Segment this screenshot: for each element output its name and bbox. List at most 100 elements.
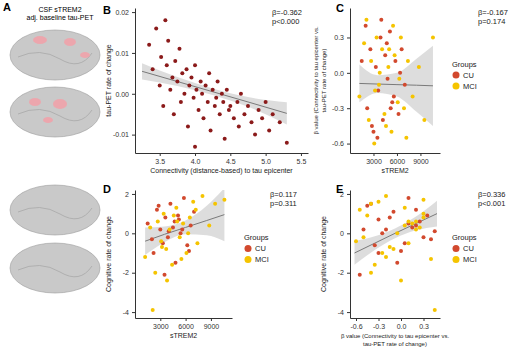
point: [385, 41, 389, 45]
point: [197, 108, 201, 112]
point: [173, 261, 177, 265]
point: [161, 104, 165, 108]
x-tick-label: 9000: [204, 323, 220, 330]
y-tick-mark: [132, 53, 135, 54]
x-tick: 3000: [366, 153, 382, 165]
point: [391, 24, 395, 28]
point: [393, 53, 397, 57]
y-tick-label: 0.02: [115, 9, 129, 16]
brain-sulcus: [18, 52, 92, 63]
y-tick-mark: [132, 94, 135, 95]
point: [193, 63, 197, 67]
x-tick-mark: [379, 318, 380, 321]
point: [194, 88, 198, 92]
point: [399, 279, 403, 283]
annotation: p<0.001: [478, 199, 505, 208]
point: [214, 96, 218, 100]
annotation: p<0.000: [272, 17, 299, 26]
point: [369, 271, 373, 275]
point: [182, 196, 186, 200]
point: [375, 136, 379, 140]
panel-label: D: [103, 183, 111, 195]
x-tick-mark: [211, 318, 212, 321]
x-tick-mark: [160, 318, 161, 321]
point: [358, 208, 362, 212]
point: [364, 24, 368, 28]
x-tick-label: 0.3: [419, 323, 429, 330]
point: [392, 94, 396, 98]
point: [235, 100, 239, 104]
legend-label: MCI: [255, 255, 269, 264]
y-tick-mark: [132, 233, 135, 234]
point: [365, 214, 369, 218]
point: [163, 216, 167, 220]
annotation: β=0.117: [270, 190, 297, 199]
point: [199, 80, 203, 84]
x-tick-label: 3.5: [155, 158, 165, 165]
point: [357, 94, 361, 98]
point: [431, 35, 435, 39]
point: [358, 273, 362, 277]
point: [371, 130, 375, 134]
point: [364, 18, 368, 22]
point: [187, 84, 191, 88]
y-tick-mark: [132, 312, 135, 313]
point: [163, 273, 167, 277]
point: [425, 214, 429, 218]
legend-title: Groups: [452, 233, 477, 242]
legend-label: CU: [255, 244, 266, 253]
point: [228, 104, 232, 108]
point: [369, 202, 373, 206]
point: [374, 65, 378, 69]
x-tick-mark: [266, 153, 267, 156]
x-tick: 4.5: [226, 153, 236, 165]
x-tick-label: 4.0: [191, 158, 201, 165]
x-axis-title: tau-PET rate of change): [363, 341, 427, 347]
point: [223, 137, 227, 141]
point: [185, 243, 189, 247]
point: [433, 308, 437, 312]
brain-sulcus: [18, 109, 92, 120]
point: [164, 247, 168, 251]
point: [375, 35, 379, 39]
point: [158, 84, 162, 88]
panel: 300060009000-0.6-0.30.00.3CsTREM2β value…: [313, 2, 508, 174]
point: [271, 112, 275, 116]
y-tick: -2: [338, 269, 350, 276]
point: [143, 255, 147, 259]
point: [191, 200, 195, 204]
x-tick: -0.6: [350, 318, 362, 330]
y-tick-label: -4: [338, 309, 344, 316]
confidence-band: [145, 190, 224, 255]
point: [170, 263, 174, 267]
point: [360, 59, 364, 63]
point: [381, 118, 385, 122]
legend-label: CU: [463, 244, 474, 253]
point: [379, 18, 383, 22]
x-tick-mark: [420, 153, 421, 156]
point: [152, 251, 156, 255]
point: [377, 218, 381, 222]
point: [411, 94, 415, 98]
x-axis: 300060009000: [136, 318, 233, 330]
point: [257, 108, 261, 112]
brain-surface: [10, 185, 100, 235]
brain-surface: [10, 30, 100, 80]
x-tick-label: 3000: [366, 158, 382, 165]
point: [211, 88, 215, 92]
x-tick: 6000: [178, 318, 194, 330]
y-tick: -2: [123, 269, 135, 276]
point: [384, 124, 388, 128]
point: [157, 204, 161, 208]
y-axis-title: Cognitive rate of change: [105, 216, 113, 292]
y-axis-line: [350, 9, 351, 154]
point: [156, 220, 160, 224]
point: [168, 227, 172, 231]
point: [407, 196, 411, 200]
point: [407, 220, 411, 224]
point: [179, 257, 183, 261]
point: [403, 223, 407, 227]
point: [396, 100, 400, 104]
point: [168, 202, 172, 206]
point: [178, 235, 182, 239]
